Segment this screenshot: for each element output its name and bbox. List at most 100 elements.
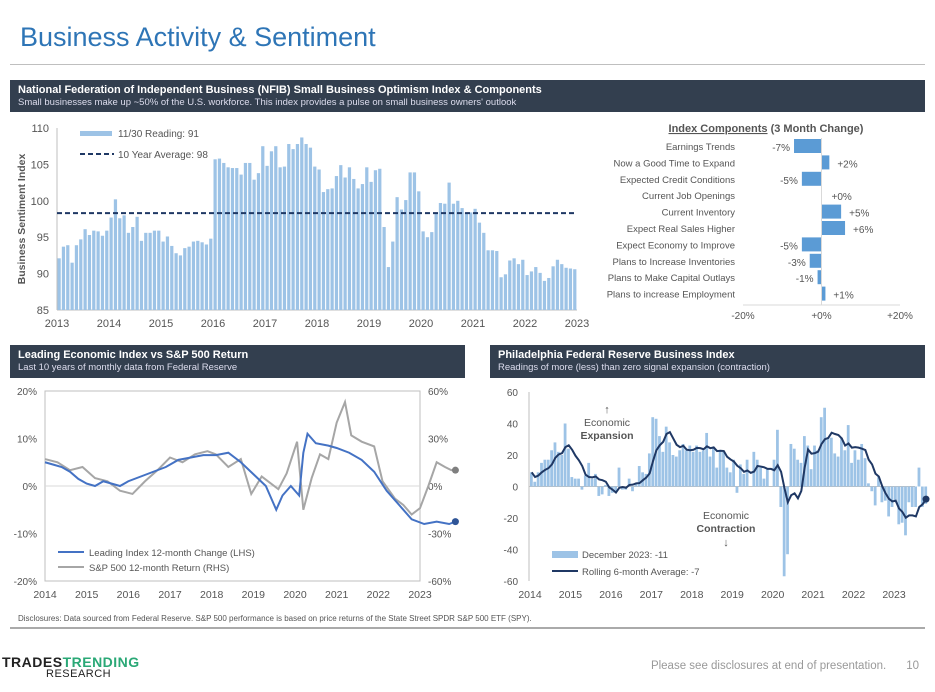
legend-rolling: Rolling 6-month Average: -7 [582,567,700,578]
x-tick-label: 2014 [97,318,121,330]
philly-x-tick: 2018 [680,589,704,601]
philly-bar [752,451,756,487]
nfib-bar [317,169,321,310]
philly-bar [917,467,921,487]
logo: TRADESTRENDING RESEARCH [2,654,140,680]
series-end-marker-rhs [451,466,459,474]
philly-bar [560,455,564,487]
y-tick-label: 105 [31,159,49,171]
nfib-bar [564,267,568,310]
y-tick-label: 95 [37,232,49,244]
footer-note: Please see disclosures at end of present… [650,660,887,672]
nfib-bar [456,200,460,310]
nfib-bar [417,191,421,310]
philly-bar [631,486,634,492]
nfib-bar [256,173,261,310]
nfib-bar [473,208,477,310]
philly-bar [712,447,715,487]
philly-bar [594,473,597,487]
nfib-bar [144,232,148,310]
philly-bar [742,473,746,487]
nfib-bar [274,146,278,310]
component-bar [794,139,822,153]
nfib-title: National Federation of Independent Busin… [18,84,542,96]
legend-average: 10 Year Average: 98 [118,150,208,161]
philly-bar [644,473,648,487]
philly-bar [840,437,843,487]
nfib-bar [252,179,256,310]
nfib-bar [300,137,304,310]
philly-bar [829,437,833,487]
footer-divider [10,627,925,629]
philly-bar [540,462,543,487]
nfib-bar [560,264,564,310]
nfib-bar [148,232,152,310]
philly-bar [813,445,816,487]
philly-bar [836,456,840,487]
component-label: Plans to increase Employment [607,290,736,301]
x-tick-label: 2013 [45,318,69,330]
lei-x-tick: 2022 [367,589,391,601]
philly-bar [846,425,850,487]
x-tick-label: 2022 [513,318,537,330]
lei-header: Leading Economic Index vs S&P 500 Return… [10,345,465,378]
nfib-bar [373,170,378,310]
nfib-bar [304,144,308,310]
nfib-bar [430,232,434,310]
nfib-bar [200,242,204,310]
component-value: -1% [796,274,814,285]
legend-swatch-bars [552,551,578,558]
philly-y-tick: -60 [504,577,519,588]
philly-bar [759,467,762,487]
philly-bar [587,462,591,487]
component-bar [801,237,822,252]
philly-bar [678,450,682,487]
x-tick-label: 2018 [305,318,329,330]
nfib-bar [460,208,464,310]
component-label: Current Job Openings [642,191,735,202]
philly-bar [664,426,668,487]
philly-bar [550,450,553,487]
component-value: +2% [837,159,857,170]
philly-x-tick: 2015 [559,589,583,601]
nfib-bar [421,231,425,310]
nfib-bar [382,227,386,310]
nfib-bar [308,147,313,310]
component-bar [821,155,830,170]
nfib-bar [135,216,139,310]
nfib-bar [538,272,542,310]
x-tick-label: 2017 [253,318,277,330]
lei-x-tick: 2019 [242,589,266,601]
page-number: 10 [906,660,919,672]
nfib-bar [343,177,347,310]
nfib-bar [178,255,183,310]
philly-y-tick: -20 [504,514,519,525]
philly-bar [853,450,857,487]
philly-bar [668,442,671,487]
philly-bar [708,456,712,487]
nfib-bar [573,269,577,310]
nfib-bar [217,158,222,310]
nfib-bar [157,230,161,310]
lhs-tick-label: 20% [17,387,37,398]
philly-bar [607,486,611,496]
philly-y-tick: 20 [507,451,519,462]
philly-bar [583,475,587,487]
nfib-bar [469,212,473,310]
component-value: -3% [788,258,806,269]
nfib-bar [568,268,573,310]
philly-header: Philadelphia Federal Reserve Business In… [490,345,925,378]
expansion-label-2: Expansion [580,430,633,442]
philly-bar [880,486,884,503]
expansion-arrow: ↑ [604,404,610,416]
rhs-tick-label: 0% [428,482,443,493]
nfib-bar [87,235,92,310]
title-divider [10,64,925,65]
philly-bar [809,469,813,487]
nfib-bar [269,151,274,310]
nfib-bar [96,231,100,310]
nfib-bar [230,168,235,310]
philly-bar [819,417,823,487]
